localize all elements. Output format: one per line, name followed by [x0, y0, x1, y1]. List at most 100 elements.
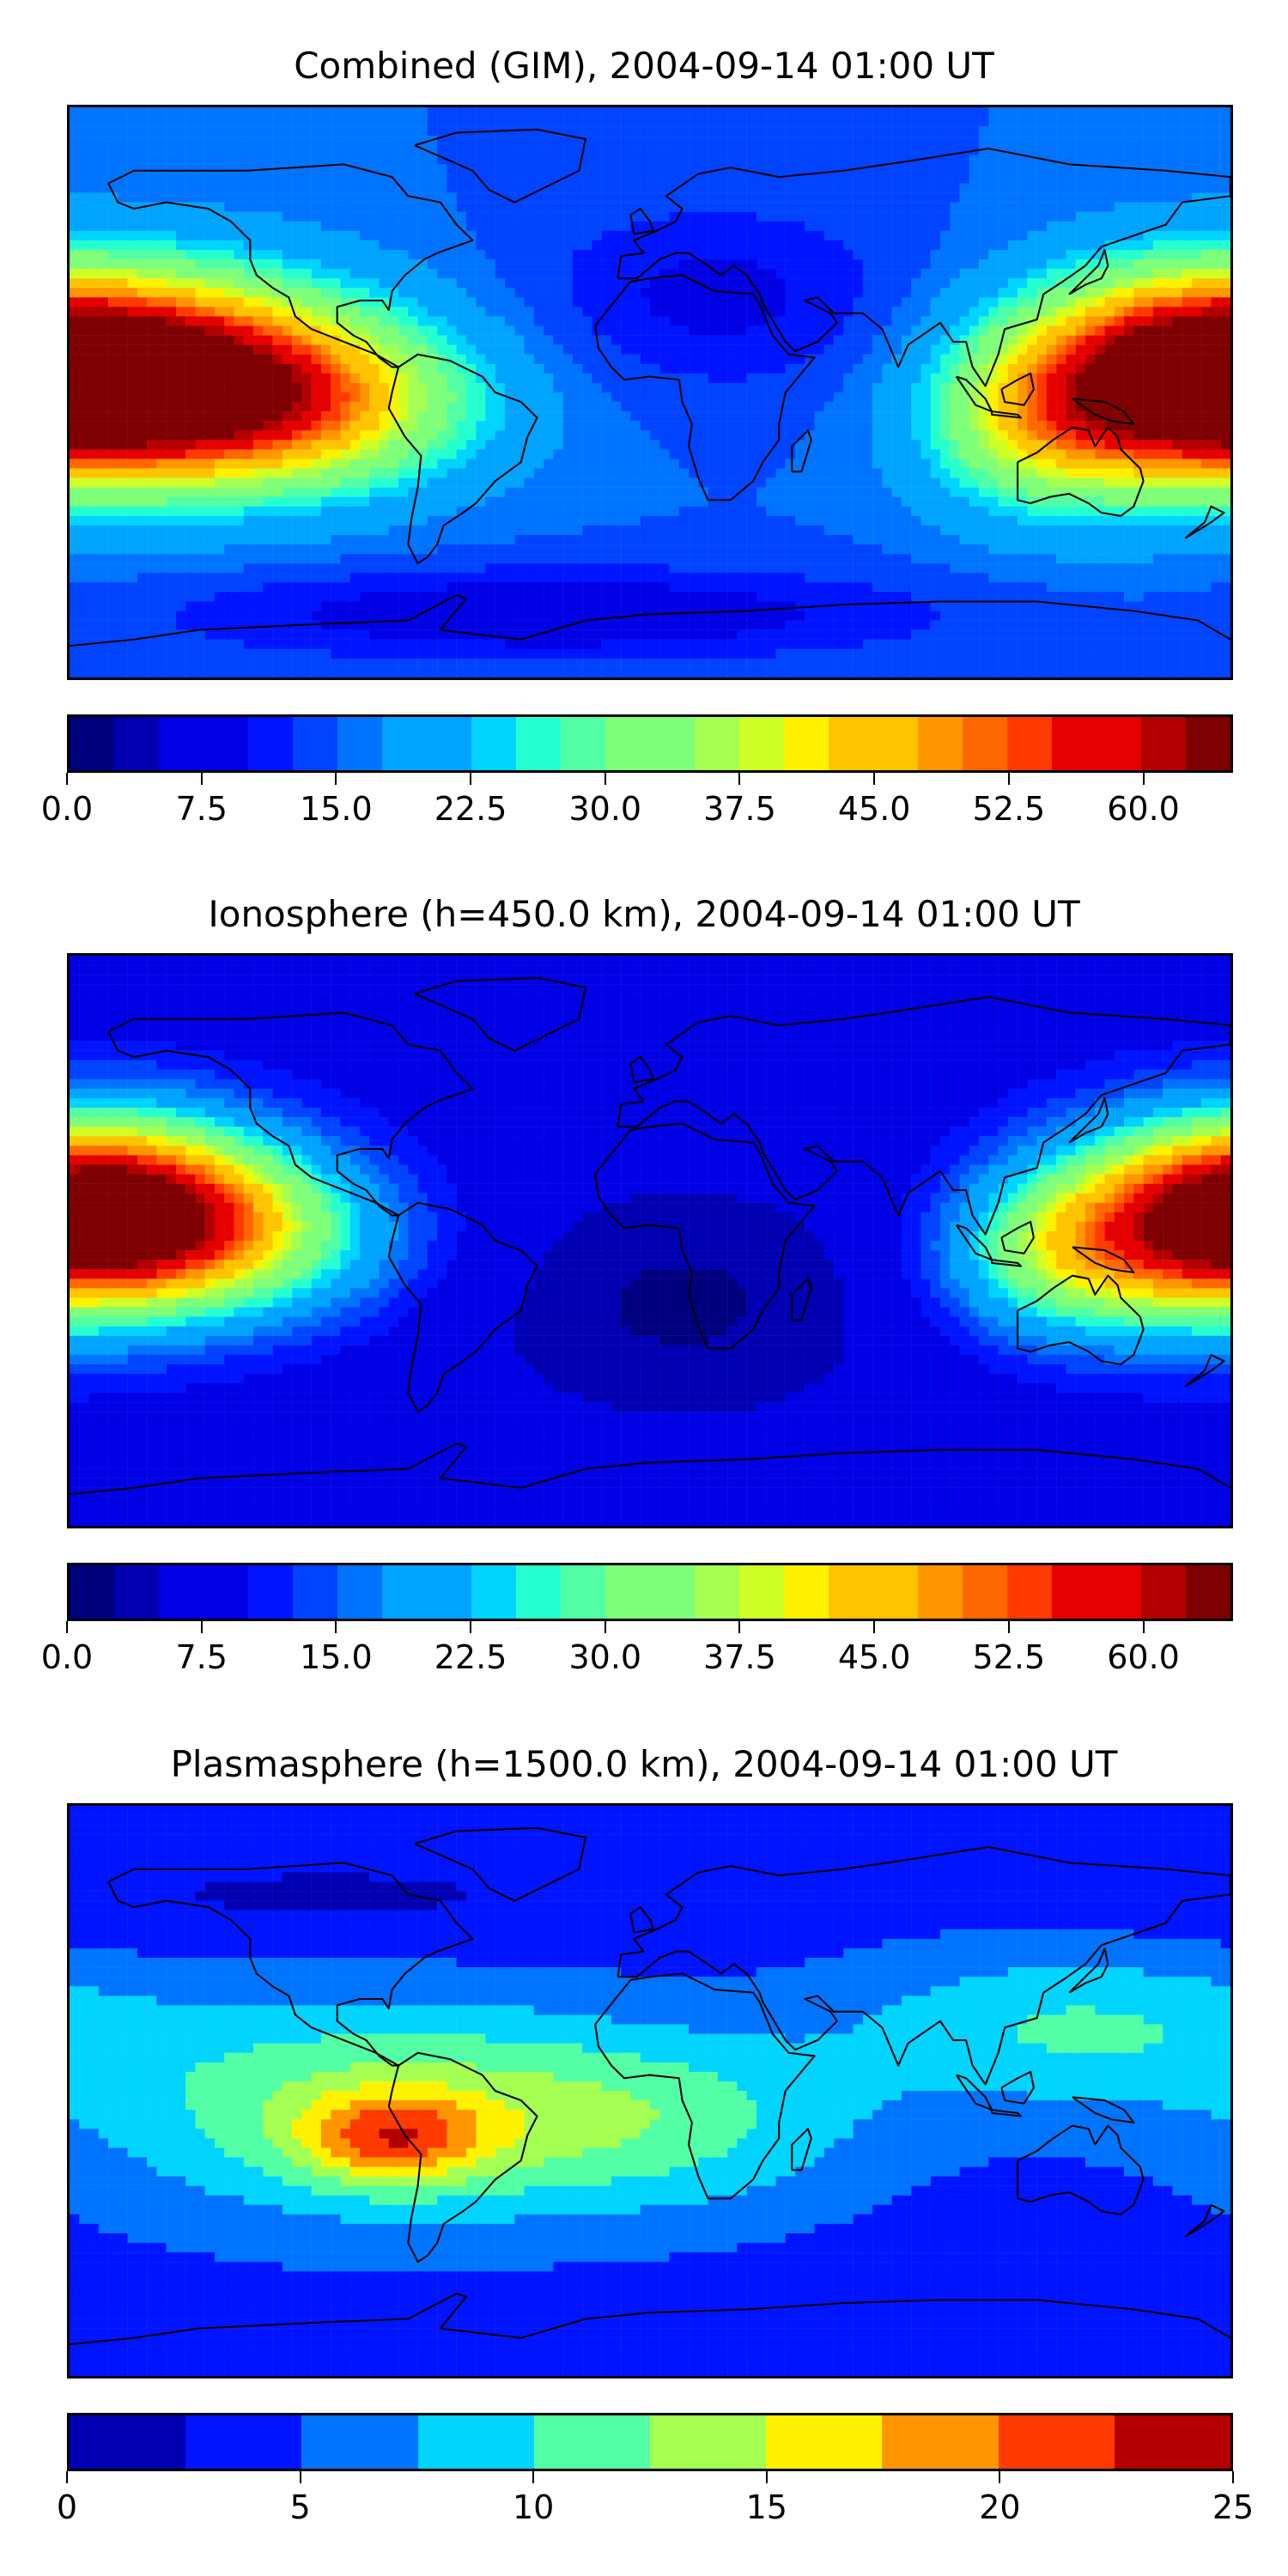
field-cell: [737, 192, 747, 203]
field-cell: [959, 164, 969, 174]
field-cell: [1220, 107, 1230, 118]
field-cell: [79, 259, 89, 270]
field-cell: [544, 230, 554, 241]
field-cell: [1066, 373, 1076, 384]
field-cell: [1056, 173, 1066, 184]
field-cell: [349, 250, 361, 260]
field-cell: [253, 145, 264, 155]
field-cell: [311, 126, 322, 137]
field-cell: [1056, 221, 1066, 232]
field-cell: [911, 173, 921, 184]
field-cell: [533, 211, 544, 222]
field-cell: [465, 230, 477, 241]
field-cell: [911, 117, 921, 127]
field-cell: [872, 221, 883, 232]
field-cell: [514, 202, 525, 212]
field-cell: [1056, 325, 1066, 336]
field-cell: [553, 240, 563, 251]
field-cell: [1027, 192, 1037, 203]
field-cell: [553, 145, 563, 155]
field-cell: [766, 354, 776, 364]
field-cell: [369, 278, 380, 289]
field-cell: [495, 136, 506, 146]
field-cell: [379, 145, 389, 155]
field-cell: [340, 363, 350, 374]
field-cell: [582, 145, 592, 155]
field-cell: [533, 325, 544, 336]
field-cell: [1104, 363, 1115, 374]
field-cell: [950, 344, 960, 355]
field-cell: [465, 288, 477, 298]
field-cell: [708, 107, 719, 118]
field-cell: [166, 145, 177, 155]
field-cell: [823, 183, 835, 193]
field-cell: [834, 278, 844, 289]
field-cell: [137, 259, 148, 270]
field-cell: [408, 363, 418, 374]
field-cell: [98, 173, 109, 184]
field-cell: [1066, 344, 1076, 355]
field-cell: [1114, 155, 1125, 165]
field-cell: [253, 354, 264, 364]
field-cell: [834, 145, 844, 155]
field-cell: [204, 173, 216, 184]
field-cell: [195, 373, 205, 384]
field-cell: [437, 278, 447, 289]
field-cell: [360, 221, 370, 232]
field-cell: [465, 126, 477, 137]
field-cell: [118, 173, 128, 184]
field-cell: [1075, 117, 1086, 127]
field-cell: [349, 164, 361, 174]
field-cell: [930, 183, 941, 193]
field-cell: [592, 136, 602, 146]
field-cell: [998, 107, 1009, 118]
field-cell: [756, 155, 767, 165]
field-cell: [698, 192, 708, 203]
field-cell: [1133, 325, 1144, 336]
field-cell: [340, 211, 350, 222]
field-cell: [1046, 136, 1057, 146]
field-cell: [331, 335, 341, 345]
field-cell: [988, 354, 999, 364]
field-cell: [901, 136, 912, 146]
field-cell: [1085, 382, 1096, 393]
field-cell: [1172, 288, 1182, 298]
field-cell: [785, 363, 796, 374]
field-cell: [514, 297, 525, 307]
field-cell: [785, 354, 796, 364]
field-cell: [727, 250, 738, 260]
field-cell: [234, 230, 244, 241]
field-cell: [495, 107, 506, 118]
field-cell: [1095, 325, 1105, 336]
field-cell: [388, 373, 399, 384]
field-cell: [514, 183, 525, 193]
field-cell: [476, 136, 486, 146]
field-cell: [592, 373, 602, 384]
field-cell: [727, 211, 738, 222]
field-cell: [862, 373, 873, 384]
field-cell: [805, 240, 815, 251]
field-cell: [533, 136, 544, 146]
field-cell: [717, 145, 728, 155]
field-cell: [930, 344, 941, 355]
field-cell: [959, 307, 969, 317]
field-cell: [611, 382, 622, 393]
field-cell: [998, 278, 1009, 289]
field-cell: [175, 307, 186, 317]
field-cell: [562, 211, 574, 222]
field-cell: [1220, 259, 1230, 270]
field-cell: [746, 202, 757, 212]
field-cell: [156, 211, 167, 222]
field-cell: [301, 230, 312, 241]
field-cell: [147, 307, 157, 317]
field-cell: [1104, 107, 1115, 118]
field-cell: [282, 382, 293, 393]
field-cell: [1066, 155, 1076, 165]
field-cell: [814, 325, 824, 336]
field-cell: [872, 211, 883, 222]
field-cell: [215, 335, 225, 345]
field-cell: [630, 211, 641, 222]
field-cell: [746, 250, 757, 260]
field-cell: [678, 126, 690, 137]
field-cell: [437, 126, 447, 137]
